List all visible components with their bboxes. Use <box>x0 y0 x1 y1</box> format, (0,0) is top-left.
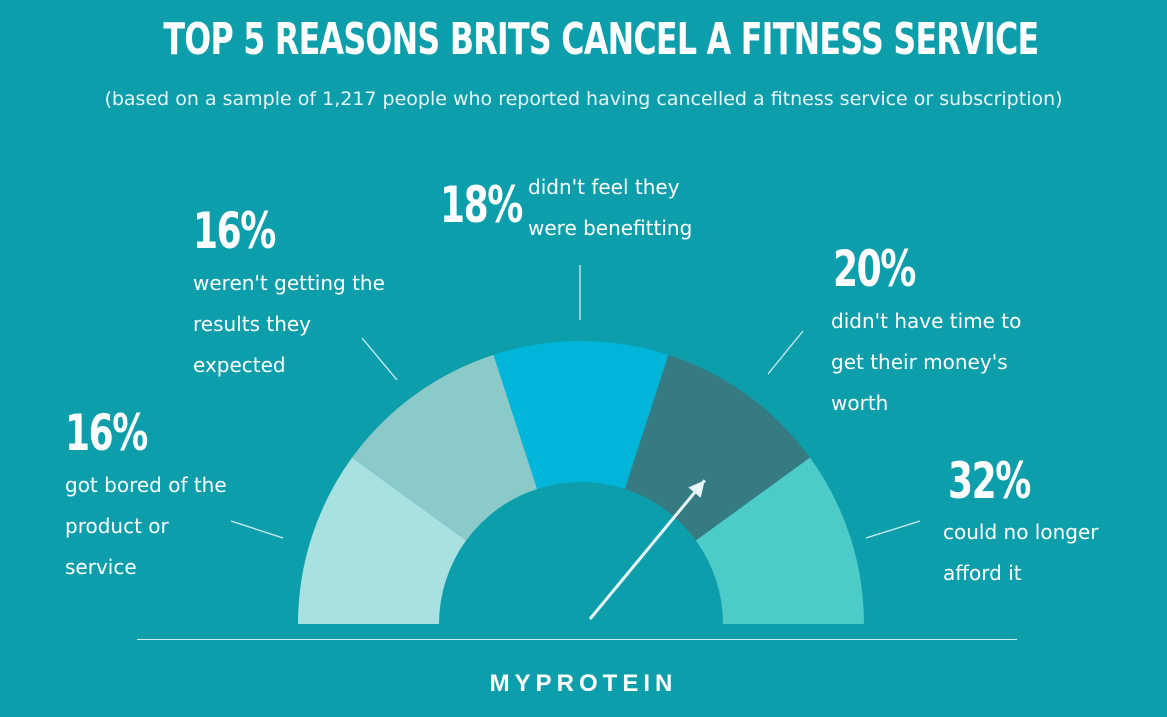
pct-label-afford: 32% <box>948 452 1031 510</box>
desc-benefitting: didn't feel they were benefitting <box>528 167 692 249</box>
desc-line: get their money's <box>831 350 1008 374</box>
divider-line <box>137 639 1017 640</box>
leader-line-results <box>361 337 398 381</box>
desc-line: afford it <box>943 561 1022 585</box>
leader-line-bored <box>230 520 284 539</box>
pct-label-time: 20% <box>833 240 916 298</box>
leader-line-afford <box>865 520 921 539</box>
desc-line: results they <box>193 312 312 336</box>
desc-afford: could no longer afford it <box>943 512 1098 594</box>
desc-line: product or <box>65 514 169 538</box>
gauge-segment-benefitting <box>493 341 669 489</box>
leader-line-time <box>767 330 804 375</box>
pct-label-results: 16% <box>193 202 276 260</box>
desc-line: worth <box>831 391 889 415</box>
desc-line: didn't feel they <box>528 175 680 199</box>
gauge-segment-bored <box>298 457 467 624</box>
page-title: TOP 5 REASONS BRITS CANCEL A FITNESS SER… <box>163 14 1039 65</box>
desc-line: weren't getting the <box>193 271 385 295</box>
desc-line: could no longer <box>943 520 1099 544</box>
desc-line: were benefitting <box>528 216 693 240</box>
gauge-pointer-arrow <box>588 479 706 620</box>
desc-line: got bored of the <box>65 473 227 497</box>
gauge-segment-time <box>624 354 810 541</box>
pct-label-bored: 16% <box>65 404 148 462</box>
page-subtitle: (based on a sample of 1,217 people who r… <box>104 88 1063 110</box>
pct-label-benefitting: 18% <box>440 176 523 234</box>
desc-line: expected <box>193 353 286 377</box>
desc-bored: got bored of the product or service <box>65 465 227 588</box>
desc-results: weren't getting the results they expecte… <box>193 263 385 386</box>
desc-line: didn't have time to <box>831 309 1022 333</box>
brand-logo: MYPROTEIN <box>489 670 678 697</box>
gauge-segment-afford <box>695 457 864 624</box>
desc-line: service <box>65 555 137 579</box>
gauge-segment-results <box>352 354 538 541</box>
desc-time: didn't have time to get their money's wo… <box>831 301 1021 424</box>
